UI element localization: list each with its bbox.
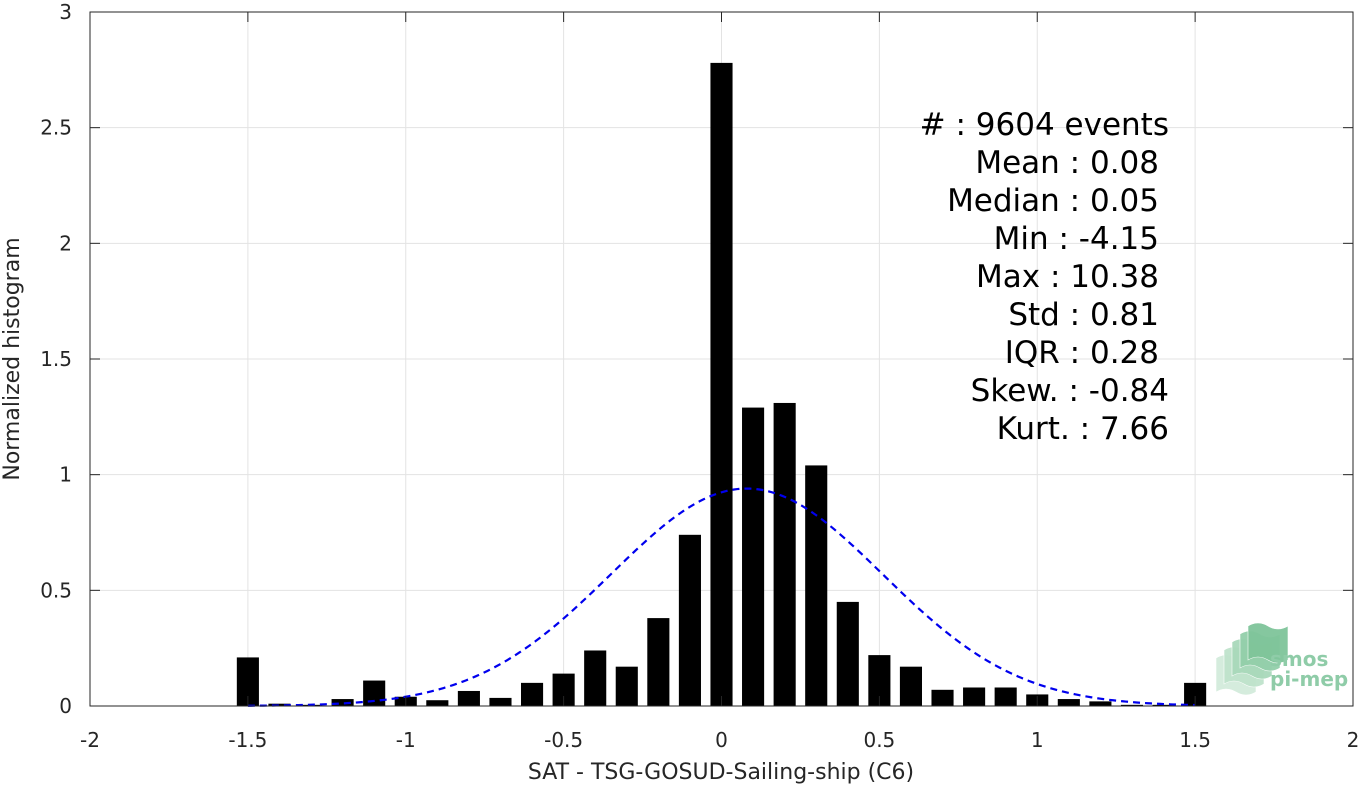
stat-line: Skew. : -0.84: [971, 373, 1169, 409]
histogram-bar: [710, 62, 733, 707]
histogram-bar: [805, 465, 828, 706]
y-tick-label: 2.5: [40, 116, 72, 140]
histogram-bar: [836, 601, 859, 706]
axis-ticks: [89, 11, 1354, 707]
stat-line: Std : 0.81: [1008, 297, 1159, 333]
x-axis-title: SAT - TSG-GOSUD-Sailing-ship (C6): [528, 760, 914, 785]
histogram-bar: [457, 690, 480, 706]
histogram-bar: [1057, 699, 1080, 706]
histogram-bar: [1089, 701, 1112, 706]
histogram-bar: [678, 534, 701, 706]
x-tick-label: 0.5: [863, 728, 895, 752]
histogram-bar: [963, 687, 986, 706]
stat-line: # : 9604 events: [920, 107, 1169, 143]
histogram-bar: [520, 682, 544, 706]
histogram-bar: [268, 703, 291, 706]
histogram-bar: [899, 666, 923, 706]
y-tick-label: 3: [59, 0, 72, 24]
histogram-bar: [552, 673, 575, 706]
histogram-bar: [1152, 704, 1175, 706]
x-tick-label: 0: [715, 728, 728, 752]
y-tick-label: 2: [59, 231, 72, 255]
histogram-bar: [426, 700, 449, 706]
x-tick-label: -1: [396, 728, 416, 752]
histogram-bar: [1120, 704, 1144, 706]
x-tick-label: -0.5: [544, 728, 583, 752]
logo-text-pimep: pi-mep: [1270, 667, 1348, 691]
stat-line: IQR : 0.28: [1005, 335, 1159, 371]
stat-line: Min : -4.15: [994, 221, 1159, 257]
y-tick-label: 1: [59, 463, 72, 487]
logo-waves-icon: [1215, 622, 1289, 696]
y-tick-labels: 0 0.5 1 1.5 2 2.5 3: [40, 0, 72, 718]
histogram-bar: [615, 666, 638, 706]
histogram-bar: [994, 687, 1017, 706]
x-tick-labels: -2 -1.5 -1 -0.5 0 0.5 1 1.5 2: [80, 728, 1359, 752]
histogram-bar: [647, 618, 670, 706]
histogram-bars: [236, 62, 1207, 707]
histogram-bar: [931, 689, 954, 706]
histogram-bar: [1184, 682, 1207, 706]
histogram-bar: [236, 657, 259, 706]
logo-wave-layer: [1247, 622, 1289, 664]
smos-pimep-logo: smos pi-mep: [1215, 622, 1348, 696]
histogram-bar: [489, 697, 512, 706]
y-tick-label: 0: [59, 694, 72, 718]
stat-line: Mean : 0.08: [975, 145, 1159, 181]
histogram-bar: [584, 650, 607, 706]
logo-text-smos: smos: [1270, 647, 1328, 671]
x-tick-label: 1.5: [1179, 728, 1211, 752]
x-tick-label: -2: [80, 728, 100, 752]
histogram-bar: [742, 407, 765, 706]
histogram-bar: [868, 655, 891, 706]
histogram-bar: [331, 699, 354, 706]
y-tick-label: 1.5: [40, 347, 72, 371]
histogram-bar: [363, 680, 386, 706]
x-tick-label: -1.5: [228, 728, 267, 752]
x-tick-label: 2: [1347, 728, 1360, 752]
stat-line: Kurt. : 7.66: [997, 411, 1169, 447]
x-tick-label: 1: [1031, 728, 1044, 752]
stat-line: Max : 10.38: [976, 259, 1159, 295]
y-tick-label: 0.5: [40, 578, 72, 602]
histogram-bar: [773, 402, 796, 706]
stat-line: Median : 0.05: [947, 183, 1159, 219]
y-axis-title: Normalized histogram: [0, 237, 25, 480]
